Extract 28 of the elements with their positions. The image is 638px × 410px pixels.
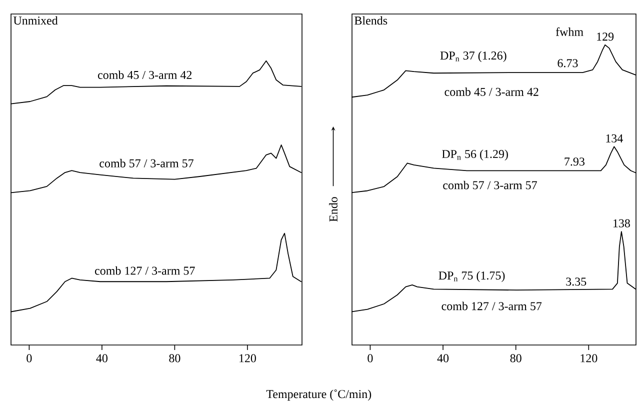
x-tick-label: 40	[96, 354, 108, 362]
series-label: comb 45 / 3-arm 42	[444, 87, 538, 96]
x-tick-label: 120	[239, 354, 256, 362]
x-tick-label: 120	[580, 354, 598, 362]
series-label: comb 45 / 3-arm 42	[98, 70, 192, 80]
series-label: comb 127 / 3-arm 57	[95, 266, 195, 275]
x-tick-label: 0	[26, 354, 32, 362]
series-label: comb 57 / 3-arm 57	[443, 180, 537, 190]
series-label: comb 127 / 3-arm 57	[442, 302, 542, 310]
annotation: 7.93	[564, 158, 584, 166]
chart-title: Blends	[354, 16, 388, 25]
annotation: 129	[597, 32, 614, 41]
annotation: 6.73	[558, 59, 578, 68]
annotation: DP$_{n}$ 56 (1.29)	[442, 150, 508, 160]
annotation: 3.35	[566, 278, 586, 286]
series-label: comb 57 / 3-arm 57	[100, 158, 194, 168]
x-tick-label: 0	[368, 354, 373, 362]
x-axis-title: Temperature (˚C/min)	[266, 389, 372, 401]
annotation: DP$_{n}$ 37 (1.26)	[440, 51, 506, 62]
chart-title: Unmixed	[13, 16, 58, 25]
annotation: 134	[606, 134, 623, 142]
y-axis-title: Endo	[329, 197, 338, 222]
text: fwhm	[556, 27, 584, 36]
x-tick-label: 80	[510, 354, 522, 362]
x-tick-label: 40	[437, 354, 449, 362]
x-tick-label: 80	[169, 354, 180, 362]
annotation: 138	[613, 219, 630, 228]
annotation: DP$_{n}$ 75 (1.75)	[438, 271, 505, 282]
